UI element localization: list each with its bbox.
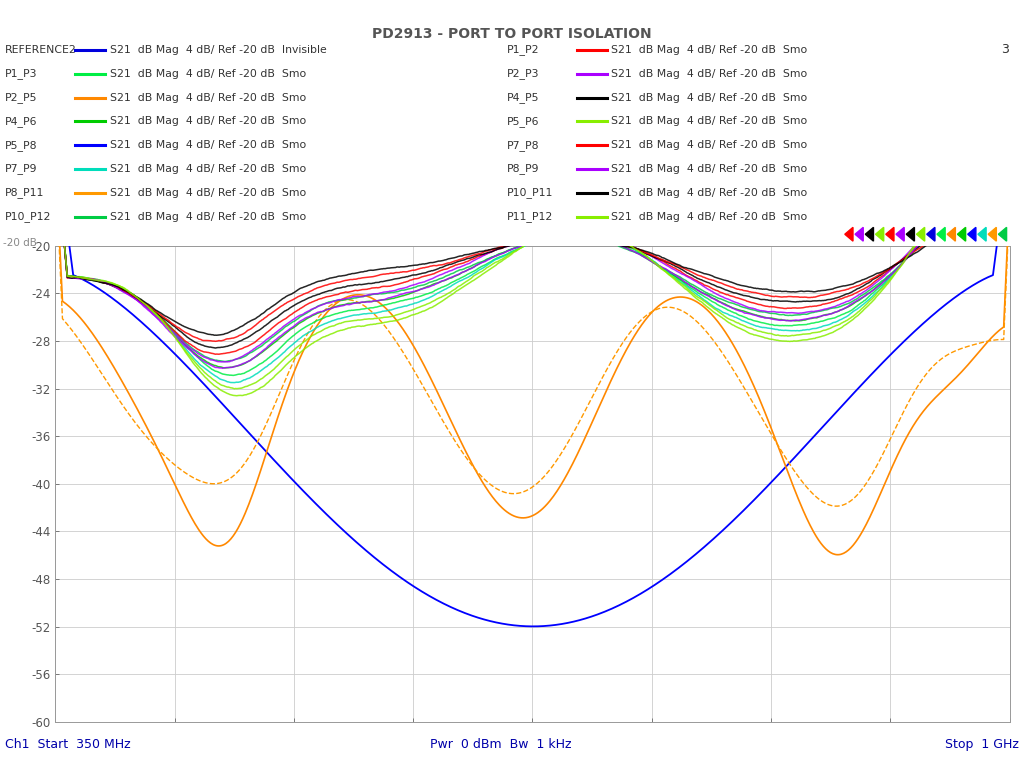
Text: S21  dB Mag  4 dB/ Ref -20 dB  Smo: S21 dB Mag 4 dB/ Ref -20 dB Smo [110,211,306,222]
Text: P1_P2: P1_P2 [507,45,540,55]
Text: P7_P9: P7_P9 [5,164,38,174]
Text: REFERENCE2: REFERENCE2 [5,45,77,55]
Text: S21  dB Mag  4 dB/ Ref -20 dB  Smo: S21 dB Mag 4 dB/ Ref -20 dB Smo [611,211,808,222]
Text: P1_P3: P1_P3 [5,68,38,79]
Text: P8_P11: P8_P11 [5,187,44,198]
Text: P2_P3: P2_P3 [507,68,540,79]
Text: S21  dB Mag  4 dB/ Ref -20 dB  Smo: S21 dB Mag 4 dB/ Ref -20 dB Smo [611,187,808,198]
Text: S21  dB Mag  4 dB/ Ref -20 dB  Smo: S21 dB Mag 4 dB/ Ref -20 dB Smo [611,116,808,127]
Text: P2_P5: P2_P5 [5,92,38,103]
Text: P4_P5: P4_P5 [507,92,540,103]
Text: Stop  1 GHz: Stop 1 GHz [945,738,1019,751]
Text: P8_P9: P8_P9 [507,164,540,174]
Text: 3: 3 [1000,44,1009,56]
Text: S21  dB Mag  4 dB/ Ref -20 dB  Smo: S21 dB Mag 4 dB/ Ref -20 dB Smo [110,187,306,198]
Text: S21  dB Mag  4 dB/ Ref -20 dB  Invisible: S21 dB Mag 4 dB/ Ref -20 dB Invisible [110,45,327,55]
Text: Pwr  0 dBm  Bw  1 kHz: Pwr 0 dBm Bw 1 kHz [430,738,571,751]
Text: P4_P6: P4_P6 [5,116,38,127]
Text: P7_P8: P7_P8 [507,140,540,151]
Text: S21  dB Mag  4 dB/ Ref -20 dB  Smo: S21 dB Mag 4 dB/ Ref -20 dB Smo [110,68,306,79]
Text: S21  dB Mag  4 dB/ Ref -20 dB  Smo: S21 dB Mag 4 dB/ Ref -20 dB Smo [611,140,808,151]
Text: PD2913 - PORT TO PORT ISOLATION: PD2913 - PORT TO PORT ISOLATION [372,27,652,41]
Text: S21  dB Mag  4 dB/ Ref -20 dB  Smo: S21 dB Mag 4 dB/ Ref -20 dB Smo [110,140,306,151]
Text: S21  dB Mag  4 dB/ Ref -20 dB  Smo: S21 dB Mag 4 dB/ Ref -20 dB Smo [611,45,808,55]
Text: S21  dB Mag  4 dB/ Ref -20 dB  Smo: S21 dB Mag 4 dB/ Ref -20 dB Smo [110,164,306,174]
Text: S21  dB Mag  4 dB/ Ref -20 dB  Smo: S21 dB Mag 4 dB/ Ref -20 dB Smo [110,116,306,127]
Text: P11_P12: P11_P12 [507,211,553,222]
Text: P5_P8: P5_P8 [5,140,38,151]
Text: S21  dB Mag  4 dB/ Ref -20 dB  Smo: S21 dB Mag 4 dB/ Ref -20 dB Smo [110,92,306,103]
Text: S21  dB Mag  4 dB/ Ref -20 dB  Smo: S21 dB Mag 4 dB/ Ref -20 dB Smo [611,68,808,79]
Text: P10_P11: P10_P11 [507,187,553,198]
Text: S21  dB Mag  4 dB/ Ref -20 dB  Smo: S21 dB Mag 4 dB/ Ref -20 dB Smo [611,164,808,174]
Text: Ch1  Start  350 MHz: Ch1 Start 350 MHz [5,738,131,751]
Text: -20 dB: -20 dB [3,238,37,249]
Text: S21  dB Mag  4 dB/ Ref -20 dB  Smo: S21 dB Mag 4 dB/ Ref -20 dB Smo [611,92,808,103]
Text: P10_P12: P10_P12 [5,211,51,222]
Text: P5_P6: P5_P6 [507,116,540,127]
